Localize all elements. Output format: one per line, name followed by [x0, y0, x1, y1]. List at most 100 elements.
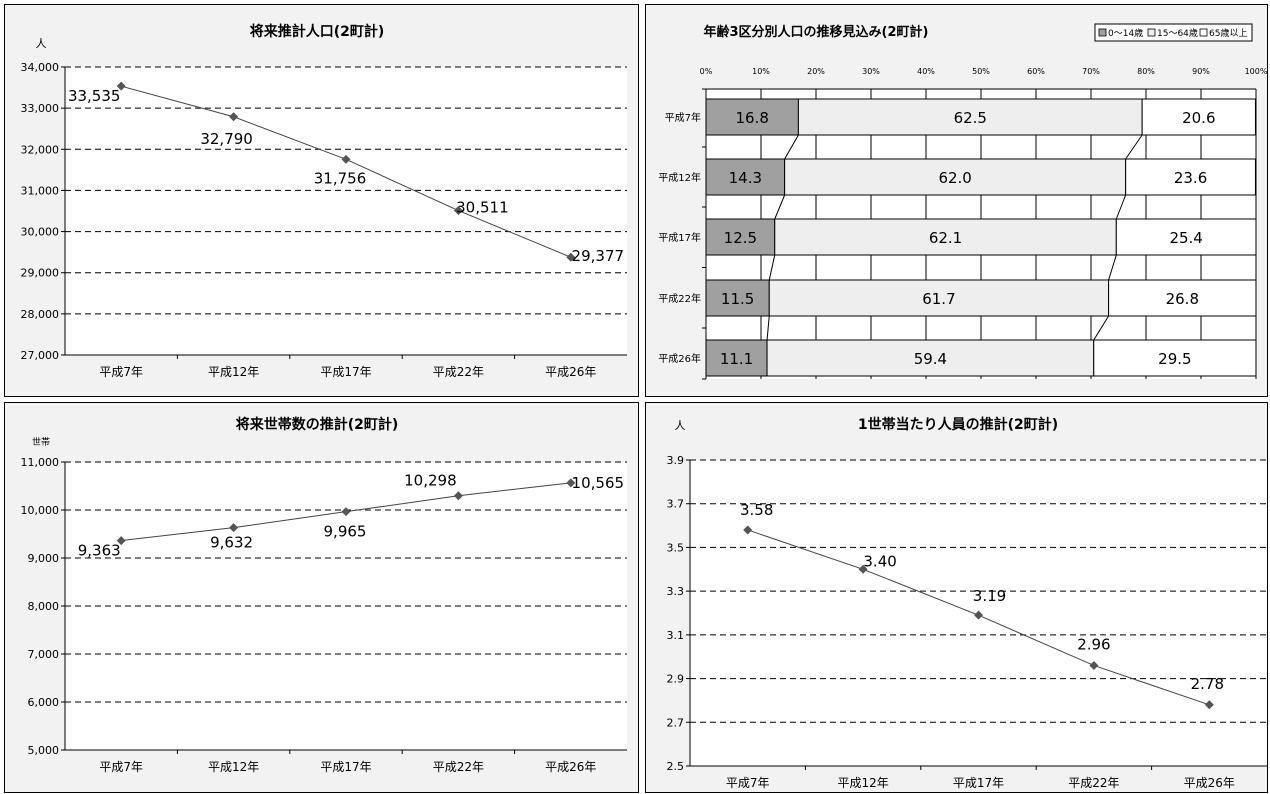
- data-label: 9,632: [210, 534, 253, 552]
- data-point-marker: [229, 112, 239, 122]
- y-tick-label: 29,000: [21, 267, 60, 280]
- y-tick-label: 34,000: [21, 61, 60, 74]
- persons-per-household-chart-panel: 1世帯当たり人員の推計(2町計) 人 2.5 2.7 2.9 3.1 3.3 3.5 3.7 3.…: [645, 402, 1268, 793]
- x-tick-label: 50%: [972, 67, 990, 76]
- x-tick-label: 平成22年: [433, 365, 484, 379]
- data-point-marker: [566, 478, 576, 488]
- plot-area: [65, 67, 627, 355]
- bar-segment: [1125, 158, 1256, 196]
- data-label: 10,565: [572, 474, 625, 492]
- population-chart: 将来推計人口(2町計) 人 27,000 28,000 29,000 30,000 31,0…: [21, 23, 627, 379]
- data-label: 20.6: [1182, 109, 1215, 127]
- data-point-marker: [229, 523, 239, 533]
- data-label: 62.0: [938, 169, 971, 187]
- y-tick-label: 32,000: [21, 143, 60, 156]
- x-tick-label: 0%: [700, 67, 713, 76]
- y-tick-label: 3.9: [667, 454, 685, 467]
- bar-segment: [1141, 98, 1256, 136]
- legend-label: 65歳以上: [1209, 27, 1247, 39]
- data-point-marker: [453, 206, 463, 216]
- data-label: 29.5: [1158, 350, 1191, 368]
- y-tick-label: 27,000: [21, 349, 60, 362]
- data-label: 11.1: [720, 350, 753, 368]
- y-tick-label: 平成7年: [665, 111, 701, 124]
- data-point-marker: [1089, 660, 1099, 670]
- bar-segment: [774, 218, 1117, 256]
- x-tick-label: 平成22年: [433, 760, 484, 774]
- series-connector-line: [774, 194, 786, 220]
- series-connector-line: [1093, 315, 1110, 341]
- series-connector-line: [766, 315, 770, 341]
- data-label: 30,511: [456, 199, 509, 217]
- x-tick-label: 平成12年: [837, 776, 888, 790]
- bar-segment: [705, 98, 799, 136]
- data-point-marker: [743, 525, 753, 535]
- data-point-marker: [341, 154, 351, 164]
- y-tick-label: 5,000: [28, 744, 60, 757]
- data-label: 14.3: [729, 169, 762, 187]
- series-connector-line: [1108, 254, 1117, 281]
- x-tick-label: 平成12年: [208, 760, 259, 774]
- x-tick-label: 平成26年: [545, 365, 596, 379]
- data-label: 31,756: [314, 169, 367, 187]
- x-tick-label: 40%: [917, 67, 935, 76]
- y-axis-unit-label: 人: [675, 419, 686, 432]
- y-tick-label: 3.5: [667, 541, 685, 554]
- bar-segment: [797, 98, 1143, 136]
- data-label: 25.4: [1169, 229, 1202, 247]
- population-chart-panel: 将来推計人口(2町計) 人 27,000 28,000 29,000 30,000 31,0…: [4, 4, 639, 397]
- y-tick-label: 平成26年: [658, 352, 701, 365]
- data-label: 32,790: [200, 130, 253, 148]
- x-tick-label: 70%: [1082, 67, 1100, 76]
- y-tick-label: 3.7: [667, 498, 685, 511]
- chart-title: 年齢3区分別人口の推移見込み(2町計): [704, 24, 929, 40]
- age-composition-chart-panel: 年齢3区分別人口の推移見込み(2町計) 0～14歳 15～64歳 65歳以上 0% 10%…: [645, 4, 1268, 397]
- bar-segment: [1115, 218, 1257, 256]
- bar-segment: [705, 339, 768, 377]
- x-tick-label: 10%: [752, 67, 770, 76]
- x-tick-label: 80%: [1137, 67, 1155, 76]
- series-connector-line: [1125, 134, 1143, 160]
- x-tick-label: 平成17年: [320, 760, 371, 774]
- data-point-marker: [453, 491, 463, 501]
- data-label: 62.1: [929, 229, 962, 247]
- persons-per-household-chart: 1世帯当たり人員の推計(2町計) 人 2.5 2.7 2.9 3.1 3.3 3.5 3.7 3.…: [667, 416, 1267, 790]
- data-label: 2.96: [1077, 635, 1110, 653]
- legend-swatch: [1199, 28, 1208, 37]
- data-label: 3.40: [863, 552, 896, 570]
- x-tick-label: 平成26年: [1184, 776, 1235, 790]
- chart-title: 1世帯当たり人員の推計(2町計): [858, 416, 1058, 433]
- legend-swatch: [1147, 28, 1156, 37]
- data-label: 12.5: [724, 229, 757, 247]
- data-label: 9,965: [324, 523, 367, 541]
- y-tick-label: 2.5: [667, 760, 685, 773]
- data-label: 23.6: [1174, 169, 1207, 187]
- data-label: 29,377: [572, 247, 625, 265]
- y-tick-label: 8,000: [28, 600, 60, 613]
- y-tick-label: 11,000: [21, 456, 60, 469]
- x-tick-label: 平成26年: [545, 760, 596, 774]
- y-tick-label: 7,000: [28, 648, 60, 661]
- legend-box: [1094, 23, 1253, 42]
- series-connector-line: [768, 254, 776, 281]
- x-tick-label: 平成7年: [726, 776, 770, 790]
- y-tick-label: 平成17年: [658, 231, 701, 244]
- data-label: 3.58: [740, 501, 773, 519]
- data-point-marker: [1204, 700, 1214, 710]
- legend-label: 0～14歳: [1108, 27, 1143, 39]
- data-label: 2.78: [1191, 675, 1224, 693]
- series-connector-line: [784, 134, 799, 160]
- x-tick-label: 60%: [1027, 67, 1045, 76]
- data-point-marker: [858, 564, 868, 574]
- data-label: 33,535: [68, 87, 121, 105]
- bar-segment: [784, 158, 1127, 196]
- y-axis-unit-label: 世帯: [32, 436, 50, 448]
- x-tick-label: 100%: [1245, 67, 1268, 76]
- x-tick-label: 平成22年: [1068, 776, 1119, 790]
- bar-segment: [705, 218, 776, 256]
- data-label: 26.8: [1166, 290, 1199, 308]
- data-point-marker: [566, 252, 576, 262]
- y-tick-label: 平成22年: [658, 292, 701, 305]
- x-tick-label: 平成12年: [208, 365, 259, 379]
- bar-segment: [1108, 279, 1257, 317]
